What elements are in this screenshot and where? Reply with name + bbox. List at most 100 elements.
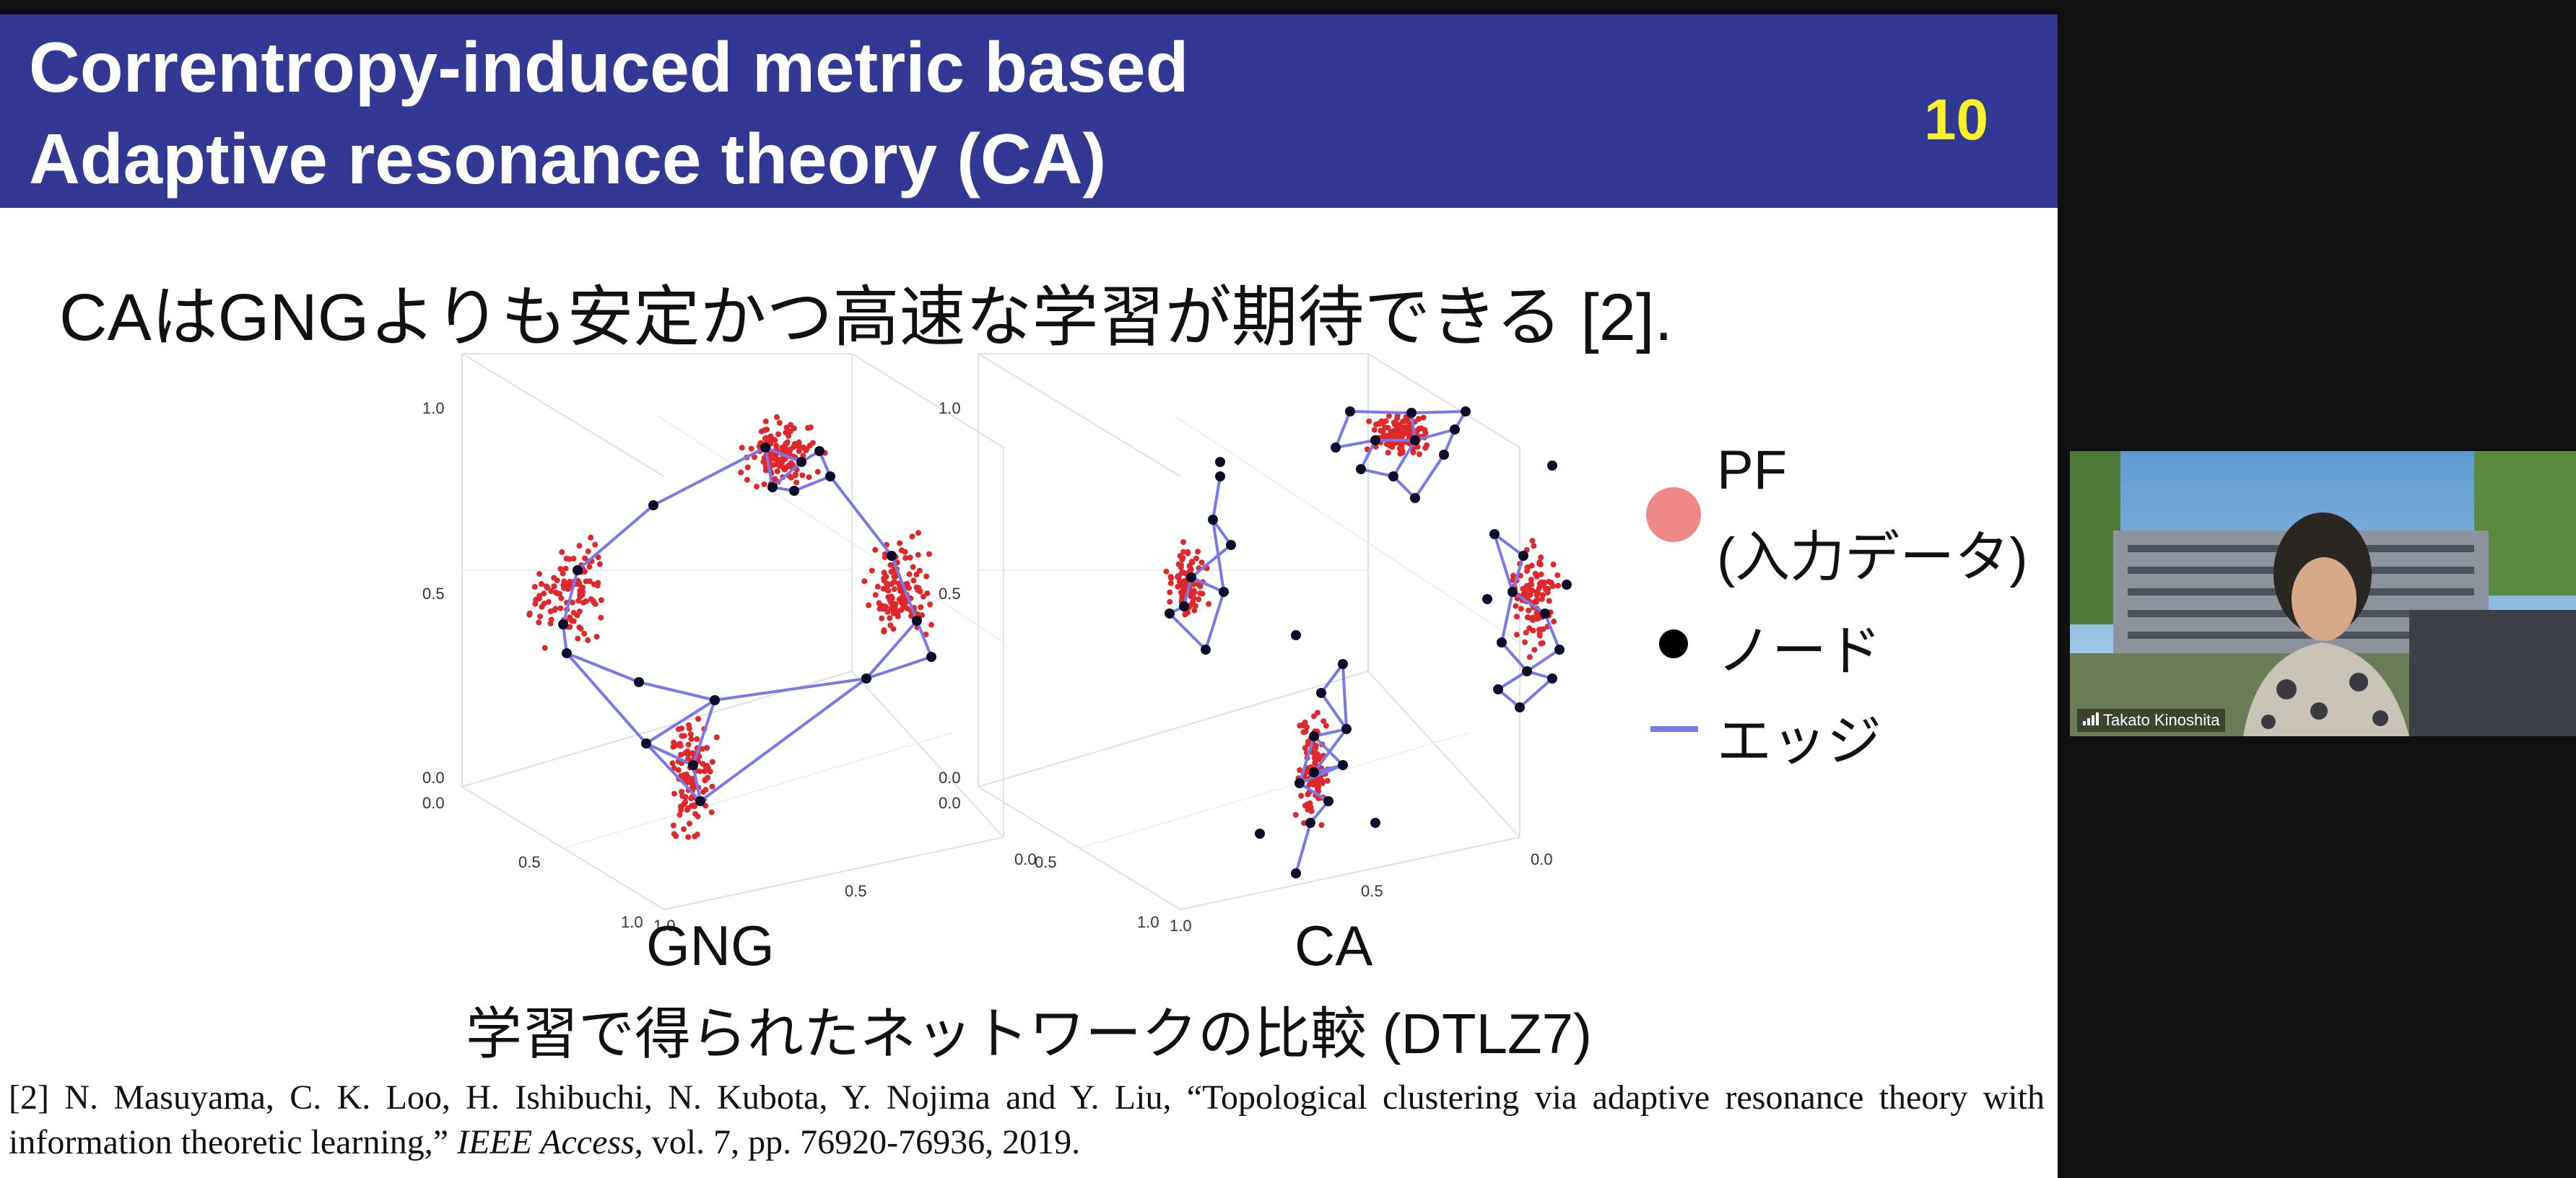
- pf-point: [688, 736, 695, 742]
- pf-point: [891, 586, 897, 593]
- network-node: [1179, 601, 1189, 611]
- gng-plot-label: GNG: [646, 914, 775, 977]
- pf-point: [910, 577, 917, 584]
- z-tick-label: 0.0: [939, 769, 961, 787]
- network-edge: [1299, 764, 1344, 785]
- network-edge: [562, 570, 579, 625]
- plot-grid-line: [1172, 414, 1520, 643]
- network-node: [1215, 471, 1225, 481]
- network-node: [1410, 435, 1420, 445]
- legend-edge-label: エッジ: [1717, 711, 1881, 772]
- network-edge: [1191, 576, 1224, 593]
- pf-point: [588, 534, 594, 541]
- plot-box-line: [1367, 671, 1520, 838]
- pf-point: [881, 570, 887, 576]
- pf-point: [884, 608, 891, 615]
- pf-point: [1185, 549, 1191, 555]
- pf-point: [700, 761, 706, 767]
- network-node: [648, 500, 658, 510]
- network-node: [1208, 515, 1218, 525]
- pf-point: [1528, 577, 1534, 583]
- network-edge: [1392, 475, 1417, 499]
- pf-point: [1301, 820, 1307, 826]
- plot-grid-line: [1079, 732, 1470, 849]
- pf-point: [1393, 421, 1399, 427]
- network-edge: [771, 461, 803, 489]
- pf-point: [536, 595, 542, 602]
- pf-point: [1292, 811, 1299, 818]
- network-comparison-figures: 1.00.50.00.00.51.0 1.00.50.0 1.00.50.00.0…: [422, 353, 1572, 935]
- ca-3d-plot: 1.00.50.00.00.51.0 1.00.50.0: [939, 353, 1572, 935]
- network-node: [1305, 818, 1315, 828]
- pf-point: [1304, 801, 1310, 808]
- participant-video-feed: [2070, 451, 2576, 736]
- network-edge: [576, 504, 655, 572]
- network-node: [1338, 760, 1348, 770]
- network-edge: [714, 677, 867, 702]
- pf-point: [1298, 793, 1305, 799]
- network-edge: [638, 681, 715, 702]
- network-node: [825, 471, 835, 481]
- pf-point: [774, 468, 780, 474]
- network-node: [1341, 724, 1352, 734]
- network-node: [1497, 637, 1507, 647]
- pf-point: [880, 585, 887, 592]
- network-node: [1461, 406, 1471, 416]
- pf-point: [1522, 639, 1528, 645]
- pf-point: [576, 543, 583, 549]
- pf-point: [543, 583, 549, 590]
- network-node: [1547, 673, 1557, 684]
- pf-point: [539, 603, 545, 610]
- pf-point: [1540, 592, 1546, 598]
- pf-point: [673, 833, 679, 839]
- gng-3d-plot: 1.0 0.5 0.0 0.0 0.5 1.0 1.0 0.5 0.0: [422, 353, 1037, 935]
- pf-point: [558, 595, 565, 601]
- pf-point: [531, 584, 538, 590]
- pf-point: [541, 645, 548, 651]
- network-node: [1291, 868, 1301, 878]
- pf-point: [901, 598, 908, 605]
- network-edge: [1414, 453, 1445, 499]
- z-tick-label: 0.5: [422, 585, 445, 603]
- pf-point: [1554, 572, 1561, 578]
- network-edge: [915, 620, 933, 658]
- pf-point: [688, 795, 695, 802]
- pf-point: [679, 733, 685, 739]
- pf-point: [788, 422, 794, 428]
- pf-point: [679, 793, 686, 799]
- pf-point: [1313, 745, 1318, 751]
- participant-video-tile[interactable]: Takato Kinoshita: [2070, 451, 2576, 736]
- pf-point: [888, 569, 895, 575]
- plot-grid-line: [656, 414, 1004, 643]
- pf-point: [575, 635, 581, 642]
- pf-point: [1373, 422, 1380, 427]
- pf-point: [1318, 822, 1325, 828]
- pf-point: [1546, 598, 1552, 604]
- pf-point: [561, 585, 567, 591]
- pf-point: [883, 603, 889, 610]
- pf-point: [1382, 424, 1388, 431]
- pf-point: [1528, 562, 1535, 569]
- participant-name-tag: Takato Kinoshita: [2077, 709, 2226, 732]
- network-node: [1554, 645, 1565, 655]
- network-node: [1370, 435, 1380, 445]
- pf-point: [678, 807, 684, 813]
- network-edge: [645, 742, 694, 767]
- network-node: [1165, 608, 1175, 619]
- pf-point: [895, 613, 901, 619]
- pf-point: [689, 779, 695, 785]
- pf-point: [681, 826, 687, 832]
- pf-point: [670, 822, 676, 829]
- pf-point: [907, 554, 913, 561]
- pf-point: [559, 549, 565, 555]
- pf-point: [887, 615, 893, 621]
- pf-point: [582, 555, 588, 562]
- network-node: [688, 760, 698, 770]
- pf-point: [1410, 449, 1417, 455]
- z-tick-label: 0.5: [939, 585, 961, 603]
- pf-point: [879, 615, 885, 621]
- pf-point: [686, 722, 692, 728]
- pf-point: [762, 418, 769, 424]
- pf-point: [551, 583, 557, 590]
- pf-point: [904, 580, 910, 587]
